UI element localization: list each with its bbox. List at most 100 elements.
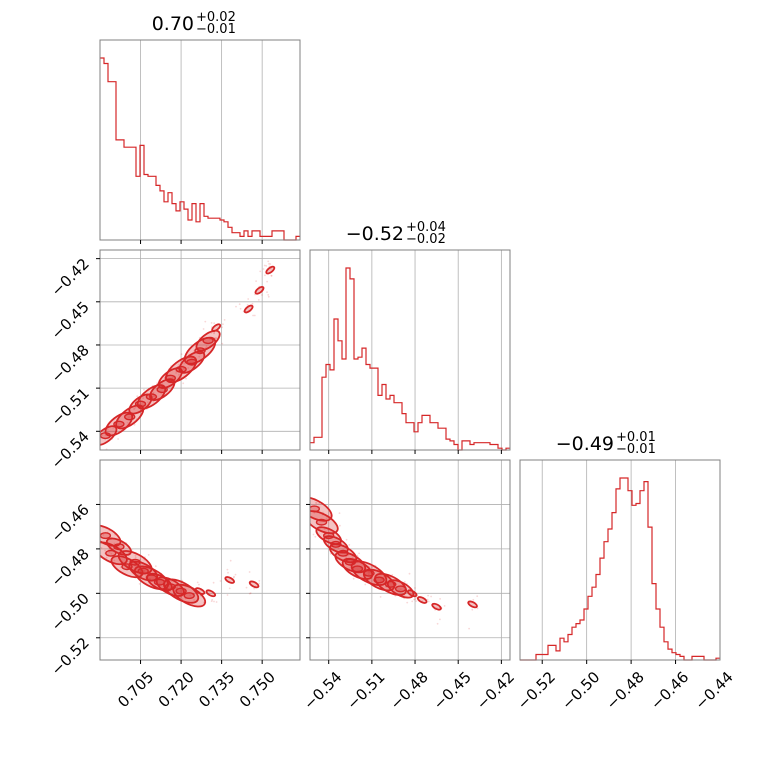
sample-point [259,270,262,273]
sample-point [204,320,207,323]
contour-region [265,265,276,275]
contour-core [186,358,198,366]
sample-point [117,438,119,440]
contour-core [315,518,328,526]
x-tick-label: −0.50 [558,668,603,713]
sample-point [339,524,341,527]
contour-region [431,602,442,611]
sample-point [367,571,370,574]
param-title-median: −0.49 [556,433,614,455]
contour-region [195,329,221,352]
sample-point [102,533,105,536]
sample-point [189,594,192,597]
sample-point [253,587,256,590]
density-marks [100,260,276,450]
sample-point [439,598,441,600]
sample-point [175,372,178,374]
sample-point [205,345,208,347]
sample-point [415,600,418,602]
contour-core [175,587,187,595]
x-tick-label: 0.750 [236,668,279,711]
sample-point [180,596,182,599]
sample-point [356,569,359,572]
panel-frame [99,249,301,451]
sample-point [147,401,149,404]
sample-point [154,565,157,568]
x-tick-label: 0.705 [114,668,157,711]
sample-point [182,382,185,385]
contour-core [351,565,364,573]
sample-point [211,598,214,601]
contour-core [202,337,214,345]
density-panel-0-2 [100,524,261,608]
panel-frame [519,459,721,661]
contour-core [156,386,168,394]
sample-point [134,554,137,557]
sample-point [415,596,418,599]
sample-point [268,263,270,265]
sample-point [345,538,348,541]
sample-point [476,595,479,598]
sample-point [261,294,263,296]
panel-background [520,460,720,660]
x-tick-label: −0.42 [473,668,518,713]
sample-point [142,397,145,399]
density-marks [100,524,261,608]
sample-point [325,517,328,520]
contour-region [248,580,260,589]
sample-point [215,601,218,603]
sample-point [213,322,216,325]
contour-region [211,323,222,333]
contour-region [224,576,235,584]
contour-core [121,563,133,571]
contour-core [164,374,177,382]
sample-point [307,509,309,511]
sample-point [235,305,237,308]
sample-point [468,627,470,630]
panel-frame [99,459,301,661]
sample-point [152,400,155,403]
sample-point [246,304,249,306]
sample-point [119,566,122,569]
x-tick-label: −0.45 [430,668,475,713]
sample-point [239,307,242,310]
sample-point [411,600,414,603]
x-tick-label: −0.46 [647,668,692,713]
sample-point [371,566,373,568]
sample-point [269,263,272,265]
contour-core [100,532,112,540]
sample-point [358,552,360,555]
sample-point [267,295,270,298]
sample-point [399,588,402,591]
sample-point [427,594,429,597]
y-tick-label: −0.51 [48,384,93,429]
contour-region [194,587,206,595]
y-tick-label: −0.48 [48,545,93,590]
sample-point [257,299,260,301]
sample-point [379,580,382,582]
sample-point [149,577,151,580]
sample-point [439,618,441,621]
sample-point [185,377,187,380]
contour-core [337,549,349,557]
param-title-lower: −0.01 [616,442,656,457]
param-title-lower: −0.01 [196,22,236,37]
contour-region [243,304,254,314]
contour-core [175,365,187,373]
sample-point [223,319,226,321]
contour-core [373,576,385,584]
sample-point [360,567,362,570]
contour-core [145,574,158,582]
panel-background [310,250,510,450]
sample-point [210,600,213,603]
sample-point [406,601,409,604]
sample-point [251,302,254,305]
sample-point [303,512,305,514]
sample-point [245,586,248,589]
contour-region [467,600,478,609]
contour-core [183,592,195,600]
sample-point [404,581,406,583]
x-tick-label: −0.44 [692,668,737,713]
sample-point [113,559,116,562]
sample-point [338,512,341,514]
